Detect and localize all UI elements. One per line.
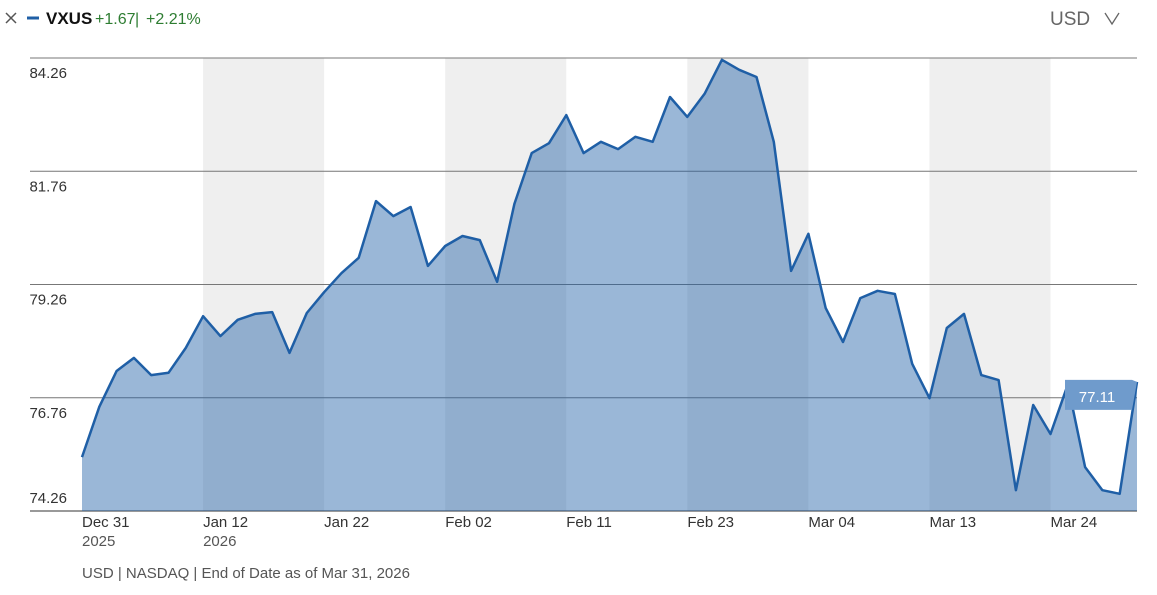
x-tick-year: 2025 [82, 533, 115, 550]
separator: | [135, 11, 139, 28]
x-tick-label: Jan 12 [203, 514, 248, 531]
line [80, 58, 1139, 496]
bands [30, 57, 1137, 512]
ticker: VXUS [46, 9, 92, 28]
currency-select[interactable]: USD [1050, 9, 1090, 30]
x-tick-label: Jan 22 [324, 514, 369, 531]
y-tick-label: 81.76 [29, 178, 67, 195]
x-tick-label: Feb 11 [566, 514, 612, 531]
last-value-label: 77.11 [1079, 389, 1115, 406]
header: VXUS +1.67 | +2.21% USD [5, 9, 1120, 30]
y-tick-label: 76.76 [29, 405, 67, 422]
x-tick-label: Mar 04 [808, 514, 855, 531]
last-value-badge [1065, 379, 1137, 410]
dropdown-chevron[interactable] [1104, 12, 1120, 26]
change: +1.67 [95, 11, 136, 28]
x-tick-label: Feb 02 [445, 514, 492, 531]
x-tick-label: Feb 23 [687, 514, 734, 531]
y-tick-label: 84.26 [29, 65, 67, 82]
x-tick-year: 2026 [203, 533, 236, 550]
area [82, 59, 1137, 512]
plot: 77.11 [80, 58, 1139, 512]
close-icon[interactable] [5, 12, 17, 24]
x-tick-label: Mar 24 [1051, 514, 1098, 531]
x-tick-label: Dec 31 [82, 514, 130, 531]
x-tick-label: Mar 13 [929, 514, 976, 531]
change-pct: +2.21% [146, 11, 201, 28]
footer: USD | NASDAQ | End of Date as of Mar 31,… [82, 565, 410, 582]
y-tick-label: 79.26 [29, 292, 67, 309]
y-tick-label: 74.26 [29, 490, 67, 507]
